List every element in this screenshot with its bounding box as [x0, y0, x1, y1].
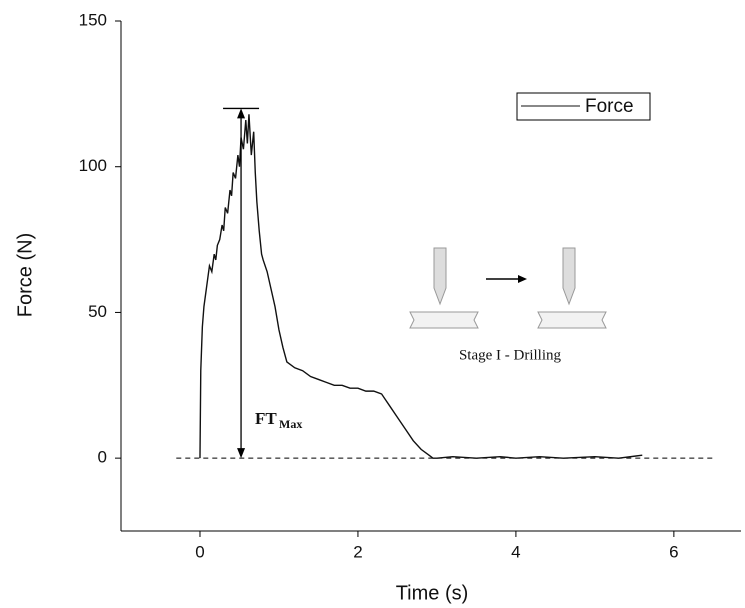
data-line	[199, 114, 643, 459]
inset-label: Stage I - Drilling	[459, 347, 562, 363]
annotation-subscript: Max	[279, 417, 302, 431]
legend-label: Force	[585, 96, 634, 117]
y-tick-label: 0	[98, 448, 107, 467]
annotation-text: FT	[255, 409, 277, 428]
arrow-head	[237, 108, 246, 119]
x-tick-label: 2	[353, 542, 362, 561]
x-tick-label: 0	[195, 542, 204, 561]
x-axis-title: Time (s)	[396, 582, 469, 604]
y-axis-title: Force (N)	[14, 233, 36, 317]
y-tick-label: 150	[79, 10, 107, 29]
arrow-head	[237, 448, 246, 459]
x-tick-label: 4	[511, 542, 520, 561]
inset	[409, 247, 607, 329]
y-tick-label: 100	[79, 156, 107, 175]
y-tick-label: 50	[88, 302, 107, 321]
x-tick-label: 6	[669, 542, 678, 561]
legend: Force	[516, 92, 651, 121]
